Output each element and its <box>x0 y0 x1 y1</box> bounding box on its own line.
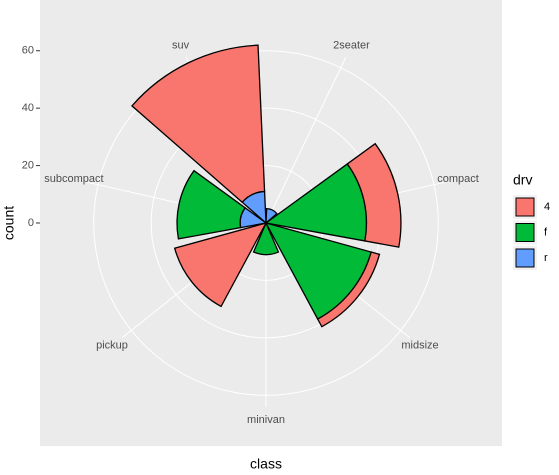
y-tick-label: 20 <box>22 159 34 171</box>
legend-title: drv <box>513 172 532 188</box>
y-tick-label: 40 <box>22 102 34 114</box>
bar-segment <box>131 44 266 204</box>
legend-key <box>515 248 535 268</box>
bar-segment <box>173 221 268 308</box>
legend-label: 4 <box>544 201 550 213</box>
x-tick-label: pickup <box>96 340 128 352</box>
x-tick-label: 2seater <box>333 39 370 51</box>
bar-segment <box>176 169 247 240</box>
x-tick-label: minivan <box>247 414 285 426</box>
y-tick-label: 60 <box>22 45 34 57</box>
legend-key <box>515 223 535 242</box>
labels: 2seater compact midsize minivan pickup subcom… <box>22 39 479 425</box>
bar-segment <box>252 221 280 256</box>
x-tick-label: suv <box>172 39 190 51</box>
x-tick-label: subcompact <box>44 173 103 185</box>
bar-segment <box>346 142 402 248</box>
legend: 4 f r <box>513 195 550 270</box>
legend-key <box>515 197 535 217</box>
y-axis-title: count <box>1 206 17 240</box>
x-axis-title: class <box>250 456 282 472</box>
legend-label: r <box>544 252 548 264</box>
grid-spoke <box>265 57 347 224</box>
bar-segment <box>265 207 278 225</box>
bars <box>131 44 402 328</box>
x-tick-label: compact <box>437 173 479 185</box>
x-tick-label: midsize <box>401 340 438 352</box>
legend-label: f <box>544 226 548 238</box>
bar-segment <box>316 251 381 328</box>
y-tick-label: 0 <box>28 217 34 229</box>
